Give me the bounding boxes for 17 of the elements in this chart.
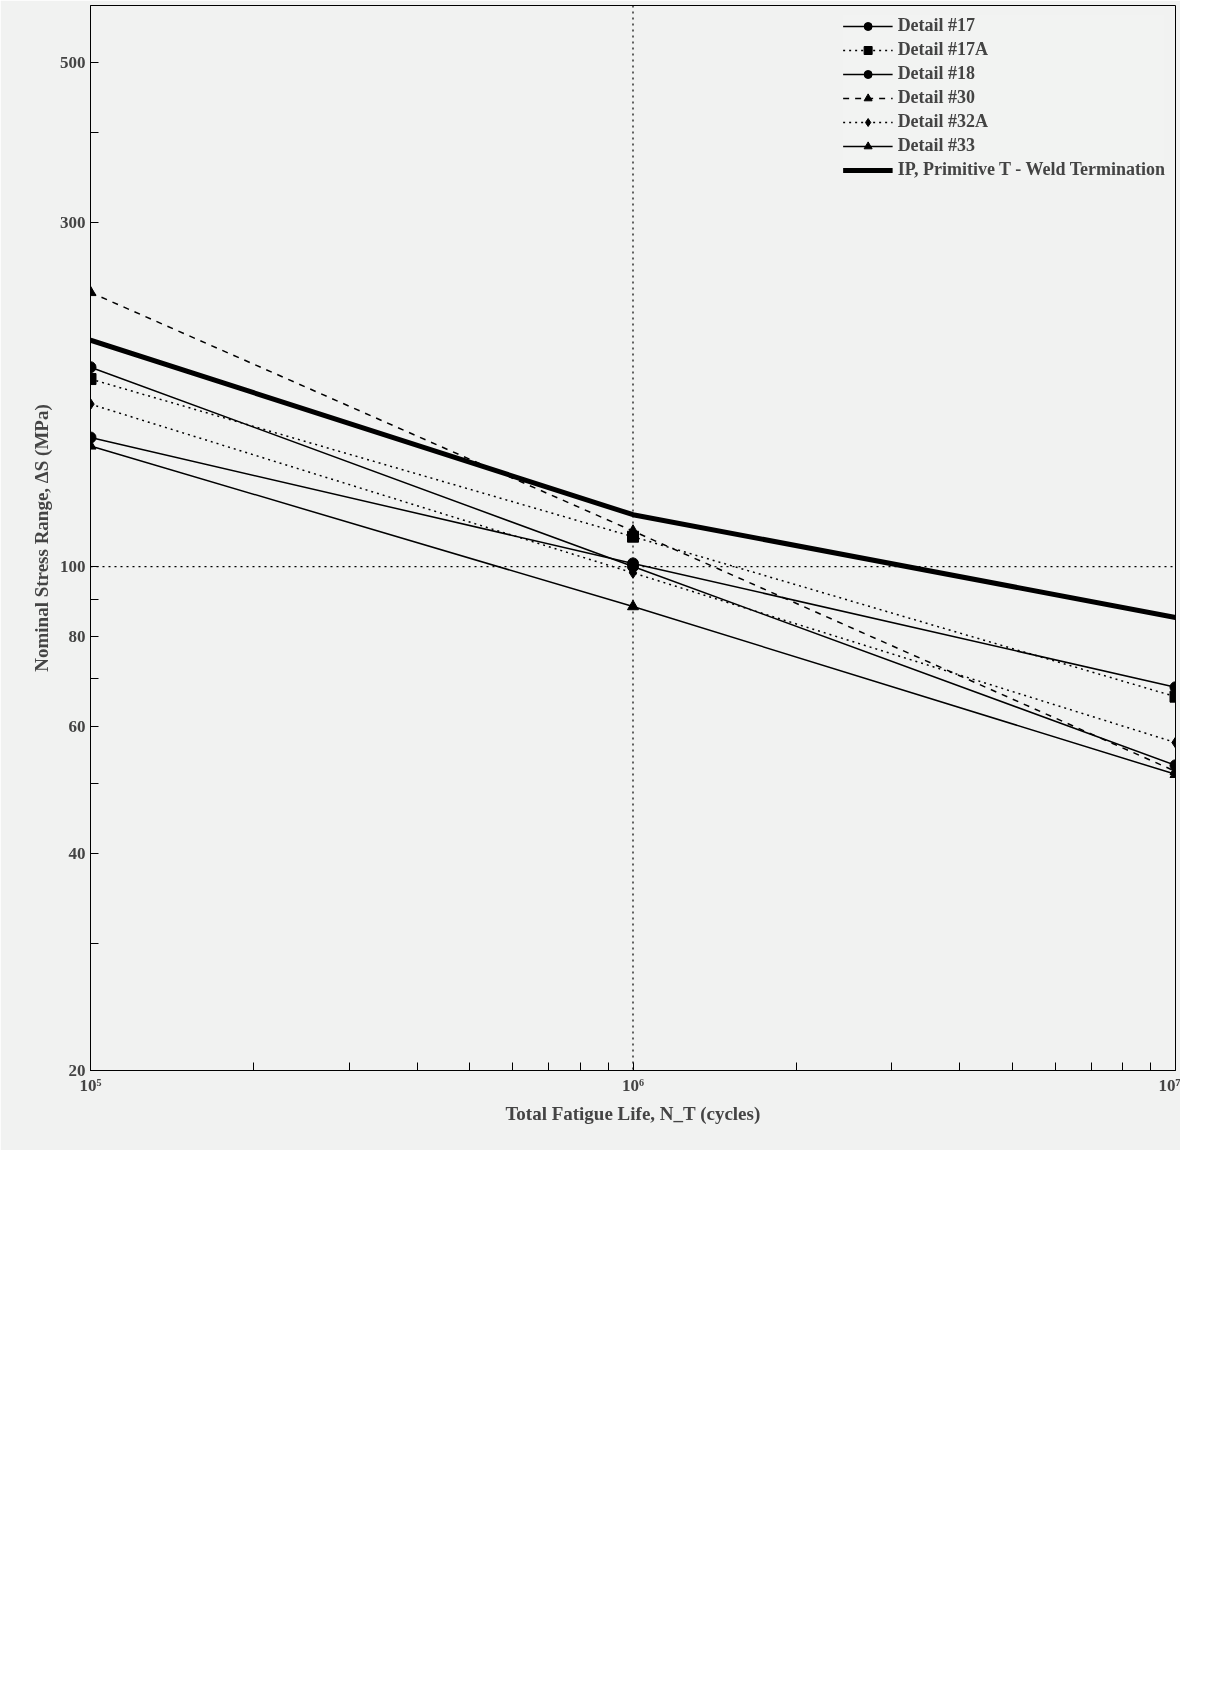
x-axis-title: Total Fatigue Life, N_T (cycles) — [505, 1102, 761, 1125]
y-tick-label: 500 — [60, 53, 86, 73]
x-tick-label: 10⁷ — [1158, 1075, 1181, 1095]
y-axis-title: Nominal Stress Range, ΔS (MPa) — [31, 404, 53, 672]
legend-label: IP, Primitive T - Weld Termination — [897, 159, 1165, 180]
legend-label: Detail #17A — [897, 39, 989, 60]
legend-label: Detail #33 — [897, 135, 976, 156]
y-tick-label: 300 — [60, 213, 86, 233]
y-tick-label: 100 — [60, 557, 86, 577]
y-tick-label: 60 — [68, 717, 86, 736]
y-tick-label: 40 — [68, 843, 86, 863]
legend-label: Detail #17 — [897, 15, 976, 36]
legend-label: Detail #30 — [897, 87, 976, 108]
legend-label: Detail #18 — [897, 63, 976, 84]
y-tick-label: 80 — [68, 626, 86, 646]
legend-label: Detail #32A — [897, 111, 989, 132]
x-tick-label: 10⁶ — [621, 1075, 645, 1095]
